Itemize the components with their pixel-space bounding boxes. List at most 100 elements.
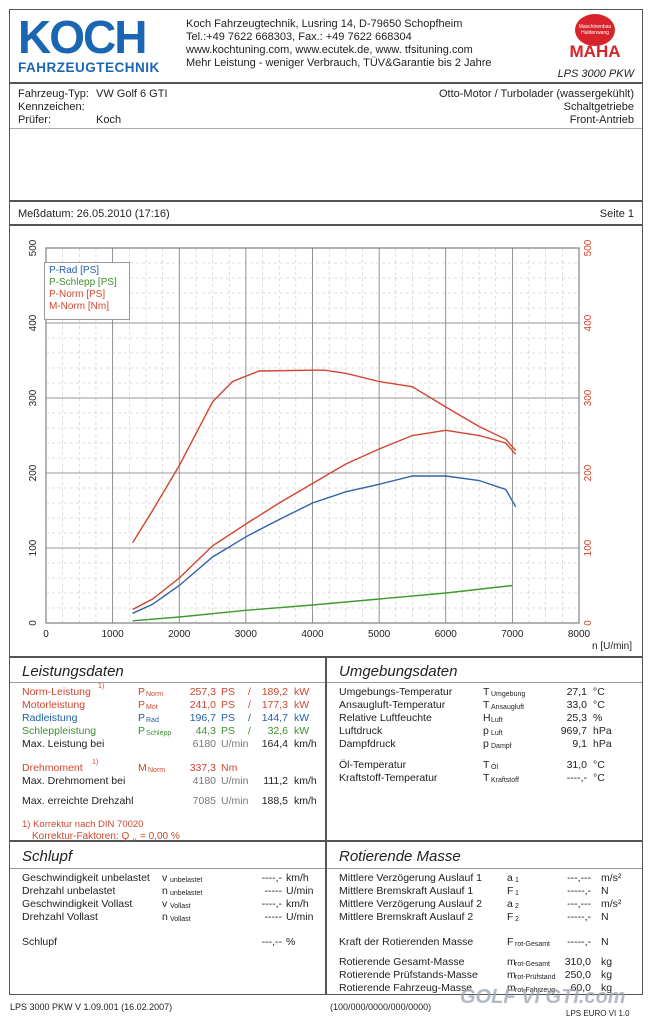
leistung-row: Schleppleistung P Schlepp 44,3 PS / 32,6 kW <box>10 725 325 738</box>
row-label: Öl-Temperatur <box>339 759 407 771</box>
row-value: ----,- <box>261 872 282 884</box>
slip-unit: % <box>286 936 296 948</box>
leistung-u1: PS <box>221 699 236 711</box>
chart-grid <box>45 247 580 624</box>
row-symsub: Vollast <box>170 903 191 910</box>
row-symsub: Luft <box>491 730 503 737</box>
row-value: 33,0 <box>566 699 587 711</box>
y-tick-label-right: 100 <box>583 539 594 556</box>
leistung-title: Leistungsdaten <box>22 663 124 680</box>
row-sym: T <box>483 772 490 784</box>
row-label: Geschwindigkeit unbelastet <box>22 872 150 884</box>
leistung-max_power: Max. Leistung bei 6180 U/min 164,4 km/h <box>10 738 325 751</box>
rpm-value: 6180 <box>192 738 216 750</box>
row-sym: F <box>507 911 514 923</box>
leistung-symsub: Norm <box>146 691 164 698</box>
company-line-1: Koch Fahrzeugtechnik, Lusring 14, D-7965… <box>186 18 463 30</box>
model-name: LPS 3000 PKW <box>557 68 634 80</box>
mass-label: Rotierende Prüfstands-Masse <box>339 969 478 981</box>
leistung-u2: kW <box>294 712 310 724</box>
mass-unit: kg <box>601 956 613 968</box>
leistung-sep: / <box>248 699 251 711</box>
umgebung-box: Umgebungsdaten Umgebungs-Temperatur T Umge… <box>326 657 643 841</box>
mass-label: Rotierende Fahrzeug-Masse <box>339 982 473 994</box>
leistung-label: Radleistung <box>22 712 78 724</box>
leistung-sym: P <box>138 686 146 698</box>
row-sym: H <box>483 712 491 724</box>
row-symsub: Kraftstoff <box>491 777 519 784</box>
vehicle-type-value: VW Golf 6 GTI <box>96 88 168 100</box>
row-value: ----,- <box>261 898 282 910</box>
speed-value: 164,4 <box>261 738 288 750</box>
leistung-u1: PS <box>221 686 236 698</box>
row-symsub: Dampf <box>491 743 512 750</box>
logo-bottom-text: FAHRZEUGTECHNIK <box>18 60 160 75</box>
leistung-note: 1) <box>98 683 105 690</box>
torque-unit: Nm <box>221 762 238 774</box>
company-line-4: Mehr Leistung - weniger Verbrauch, TÜV&G… <box>186 57 492 69</box>
vehicle-box: Fahrzeug-Typ: VW Golf 6 GTI Kennzeichen:… <box>9 83 643 201</box>
x-tick-label: 0 <box>43 629 49 640</box>
leistung-symsub: Rad <box>146 717 159 724</box>
plate-label: Kennzeichen: <box>18 101 85 113</box>
x-tick-label: 2000 <box>168 629 191 640</box>
masse-mass-row: Rotierende Gesamt-Masse m rot-Gesamt 310,0 k… <box>327 956 642 969</box>
torque-sym: M <box>138 762 147 774</box>
kraft-value: -----,- <box>567 936 591 948</box>
x-tick-label: 7000 <box>501 629 524 640</box>
row-sym: v <box>162 898 168 910</box>
row-value: 27,1 <box>566 686 587 698</box>
measure-date: Meßdatum: 26.05.2010 (17:16) <box>18 208 170 220</box>
row-sym: T <box>483 686 490 698</box>
row-symsub: 2 <box>515 903 519 910</box>
schlupf-title-rule <box>10 868 325 869</box>
leistung-sym: P <box>138 712 146 724</box>
masse-title-rule <box>327 868 642 869</box>
divider <box>10 128 642 129</box>
row-unit: km/h <box>286 898 309 910</box>
y-tick-label-right: 500 <box>583 239 594 256</box>
leistung-label: Norm-Leistung <box>22 686 91 698</box>
leistung-u1: PS <box>221 725 236 737</box>
row-label: Dampfdruck <box>339 738 396 750</box>
leistung-title-rule <box>10 682 325 683</box>
row-value: -----,- <box>567 911 591 923</box>
schlupf-rows-row: Drehzahl Vollast n Vollast ----- U/min <box>10 911 325 924</box>
series-line-0 <box>132 475 517 614</box>
y-tick-label-left: 100 <box>28 539 39 556</box>
umgebung-row: Öl-Temperatur T Öl 31,0 °C <box>327 759 642 772</box>
y-tick-label-left: 200 <box>28 464 39 481</box>
leistung-row: Radleistung P Rad 196,7 PS / 144,7 kW <box>10 712 325 725</box>
slip-value: ---,-- <box>261 936 282 948</box>
masse-rows-row: Mittlere Bremskraft Auslauf 2 F 2 -----,- N <box>327 911 642 924</box>
gearbox-type: Schaltgetriebe <box>563 101 634 113</box>
leistung-row: Norm-Leistung 1) P Norm 257,3 PS / 189,2 kW <box>10 683 325 699</box>
korrektur-faktoren-val: = 0,00 % <box>140 831 180 842</box>
x-tick-label: 6000 <box>435 629 458 640</box>
leistung-u2: kW <box>294 725 310 737</box>
leistung-u1: PS <box>221 712 236 724</box>
footer-left: LPS 3000 PKW V 1.09.001 (16.02.2007) <box>10 1002 173 1012</box>
row-value: ----,- <box>566 772 587 784</box>
row-label: Geschwindigkeit Vollast <box>22 898 133 910</box>
rpm-unit: U/min <box>221 775 249 787</box>
leistung-v2: 177,3 <box>261 699 288 711</box>
kraft-label: Kraft der Rotierenden Masse <box>339 936 474 948</box>
leistung-symsub: Schlepp <box>146 730 172 737</box>
y-tick-label-right: 300 <box>583 389 594 406</box>
leistung-u2: kW <box>294 699 310 711</box>
leistung-max_torque: Max. Drehmoment bei 4180 U/min 111,2 km/h <box>10 775 325 788</box>
row-unit: % <box>593 712 603 724</box>
x-tick-label: 3000 <box>235 629 258 640</box>
mass-sym: m <box>507 969 516 981</box>
schlupf-box: Schlupf Geschwindigkeit unbelastet v unbel… <box>9 841 326 995</box>
schlupf-slip-row: Schlupf ---,--% <box>10 936 325 949</box>
leistung-v1: 44,3 <box>195 725 216 737</box>
row-label: Drehzahl Vollast <box>22 911 98 923</box>
row-label: Mittlere Verzögerung Auslauf 1 <box>339 872 483 884</box>
row-label: Mittlere Verzögerung Auslauf 2 <box>339 898 483 910</box>
leistung-label: Motorleistung <box>22 699 86 711</box>
logo-top-text: KOCH <box>18 11 147 63</box>
